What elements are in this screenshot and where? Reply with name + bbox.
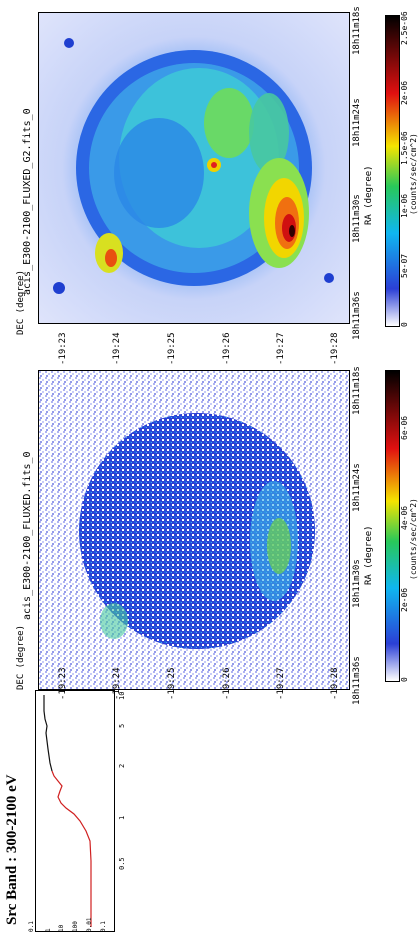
image2-cb-tick-1: 5e-07 <box>400 253 409 278</box>
spectrum-ylabel-05: 0.5 <box>118 857 126 870</box>
image1-dec-tick-2: -19:25 <box>167 667 177 700</box>
image2-ra-label: RA (degree) <box>364 165 374 225</box>
image2-title: acis_E300-2100_FLUXED_G2.fits_0 <box>22 108 33 295</box>
image1-frame[interactable] <box>38 370 350 690</box>
image1-dec-tick-1: -19:24 <box>112 667 122 700</box>
image2-ra-tick-3: 18h11m18s <box>352 6 362 55</box>
image1-dec-tick-4: -19:27 <box>276 667 286 700</box>
image1-colorbar <box>385 370 400 682</box>
image1-cb-tick-0: 0 <box>400 677 409 682</box>
image1-cb-tick-2: 4e-06 <box>400 505 409 530</box>
spectrum-xtick-0: 0.1 <box>28 921 35 932</box>
image2-cb-tick-4: 2e-06 <box>400 80 409 105</box>
spectrum-curve <box>43 695 92 927</box>
image1-cb-unit: (counts/sec/cm^2) <box>409 498 418 580</box>
spectrum-xtick-4: 0.01 <box>86 917 93 932</box>
image2-dec-tick-5: -19:28 <box>330 332 340 365</box>
image2-cb-tick-5: 2.5e-06 <box>400 11 409 45</box>
image1-dec-tick-5: -19:28 <box>330 667 340 700</box>
spectrum-xtick-5: 0.1 <box>100 921 107 932</box>
image1-heatmap <box>39 371 349 689</box>
image1-ra-tick-3: 18h11m18s <box>352 366 362 415</box>
spectrum-ylabel-2: 2 <box>118 763 126 768</box>
image1-ra-tick-0: 18h11m36s <box>352 656 362 705</box>
image2-frame[interactable] <box>38 12 350 324</box>
image2-dec-label: DEC (degree) <box>16 269 26 335</box>
spectrum-xtick-3: 100 <box>72 921 79 932</box>
image2-cb-tick-0: 0 <box>400 322 409 327</box>
image2-heatmap <box>53 38 334 294</box>
image2-dec-tick-4: -19:27 <box>276 332 286 365</box>
spectrum-title: Src Band : 300-2100 eV <box>4 774 20 925</box>
spectrum-xtick-1: 1 <box>45 928 52 932</box>
image2-colorbar <box>385 15 400 327</box>
spectrum-plot <box>35 690 115 932</box>
image1-ra-label: RA (degree) <box>364 525 374 585</box>
image2-ra-tick-0: 18h11m36s <box>352 291 362 340</box>
image1-title: acis_E300-2100_FLUXED.fits_0 <box>22 451 33 620</box>
image2-dec-tick-2: -19:25 <box>167 332 177 365</box>
image2-cb-tick-2: 1e-06 <box>400 193 409 218</box>
image1-ra-tick-1: 18h11m30s <box>352 559 362 608</box>
image1-cb-tick-3: 6e-06 <box>400 415 409 440</box>
image2-dec-tick-1: -19:24 <box>112 332 122 365</box>
image2-cb-unit: (counts/sec/cm^2) <box>409 133 418 215</box>
image2-dec-tick-3: -19:26 <box>222 332 232 365</box>
image1-dec-label: DEC (degree) <box>16 624 26 690</box>
image2-ra-tick-1: 18h11m30s <box>352 194 362 243</box>
image2-ra-tick-2: 18h11m24s <box>352 98 362 147</box>
image1-ra-tick-2: 18h11m24s <box>352 463 362 512</box>
spectrum-ylabel-5: 5 <box>118 723 126 728</box>
image1-dec-tick-0: -19:23 <box>58 667 68 700</box>
image2-dec-tick-0: -19:23 <box>58 332 68 365</box>
image1-dec-tick-3: -19:26 <box>222 667 232 700</box>
image1-cb-tick-1: 2e-06 <box>400 587 409 612</box>
spectrum-ylabel-1: 1 <box>118 815 126 820</box>
image2-cb-tick-3: 1.5e-06 <box>400 131 409 165</box>
spectrum-xtick-2: 10 <box>58 924 65 932</box>
